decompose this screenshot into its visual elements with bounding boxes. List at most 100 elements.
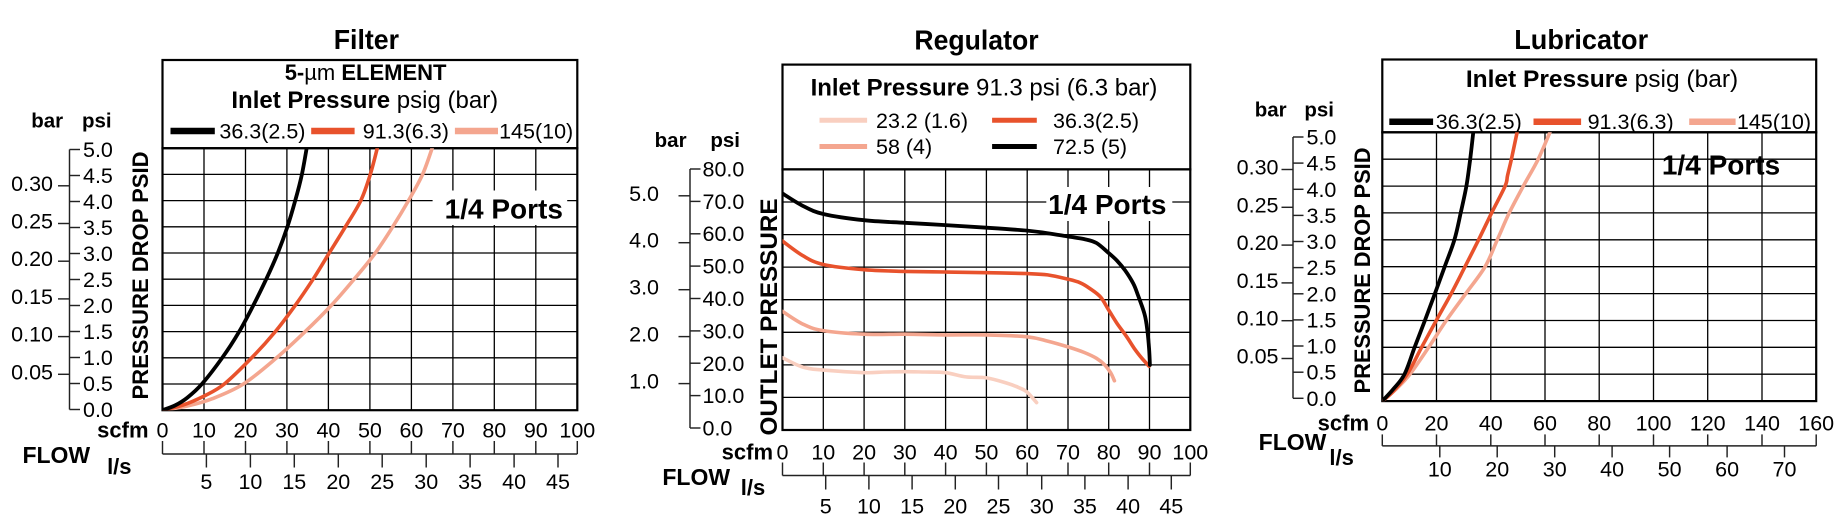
svg-text:5: 5 (200, 470, 212, 494)
svg-text:30: 30 (893, 441, 917, 465)
svg-text:10: 10 (857, 495, 881, 519)
svg-text:2.0: 2.0 (83, 294, 113, 318)
svg-text:15: 15 (900, 495, 924, 519)
svg-text:50: 50 (974, 441, 998, 465)
svg-text:0.25: 0.25 (1237, 193, 1279, 217)
svg-text:80: 80 (1587, 412, 1611, 436)
svg-text:160: 160 (1798, 412, 1834, 436)
svg-text:45: 45 (1159, 495, 1183, 519)
svg-text:40: 40 (1600, 458, 1624, 482)
svg-text:40: 40 (316, 419, 340, 443)
svg-text:Filter: Filter (334, 24, 399, 55)
svg-text:60.0: 60.0 (703, 222, 745, 246)
svg-text:5.0: 5.0 (1307, 126, 1337, 150)
svg-text:5.0: 5.0 (629, 182, 659, 206)
svg-text:psi: psi (1304, 99, 1334, 122)
svg-text:4.0: 4.0 (629, 229, 659, 253)
svg-text:30: 30 (1543, 458, 1567, 482)
svg-text:5-µm ELEMENT: 5-µm ELEMENT (285, 60, 447, 85)
svg-text:3.5: 3.5 (83, 216, 113, 240)
svg-text:scfm: scfm (722, 440, 773, 465)
svg-text:FLOW: FLOW (1259, 429, 1327, 455)
svg-text:70: 70 (1773, 458, 1797, 482)
svg-text:58 (4): 58 (4) (876, 135, 932, 159)
svg-text:0.15: 0.15 (11, 285, 53, 309)
svg-text:70: 70 (441, 419, 465, 443)
svg-text:5.0: 5.0 (83, 138, 113, 162)
svg-text:bar: bar (31, 110, 63, 133)
svg-text:91.3(6.3): 91.3(6.3) (1588, 110, 1674, 134)
svg-text:2.5: 2.5 (83, 268, 113, 292)
svg-text:80.0: 80.0 (703, 158, 745, 182)
svg-text:0.0: 0.0 (83, 398, 113, 422)
svg-text:20: 20 (1425, 412, 1449, 436)
svg-text:20: 20 (1485, 458, 1509, 482)
svg-text:40.0: 40.0 (703, 287, 745, 311)
svg-text:90: 90 (1138, 441, 1162, 465)
svg-text:30.0: 30.0 (703, 319, 745, 343)
svg-text:36.3(2.5): 36.3(2.5) (1436, 110, 1522, 134)
svg-text:20: 20 (234, 419, 258, 443)
svg-text:scfm: scfm (97, 418, 148, 443)
svg-text:145(10): 145(10) (499, 120, 573, 144)
svg-text:40: 40 (934, 441, 958, 465)
svg-text:0.5: 0.5 (83, 372, 113, 396)
svg-text:20: 20 (852, 441, 876, 465)
svg-text:l/s: l/s (107, 454, 131, 479)
svg-text:20: 20 (943, 495, 967, 519)
svg-text:1.0: 1.0 (83, 346, 113, 370)
svg-text:50.0: 50.0 (703, 255, 745, 279)
svg-text:0.5: 0.5 (1307, 361, 1337, 385)
svg-text:Inlet Pressure psig (bar): Inlet Pressure psig (bar) (1466, 66, 1738, 93)
svg-text:60: 60 (399, 419, 423, 443)
svg-text:2.5: 2.5 (1307, 256, 1337, 280)
svg-text:30: 30 (275, 419, 299, 443)
svg-text:PRESSURE DROP PSID: PRESSURE DROP PSID (1350, 148, 1375, 394)
svg-text:10: 10 (1428, 458, 1452, 482)
svg-text:4.5: 4.5 (1307, 152, 1337, 176)
svg-text:l/s: l/s (1329, 445, 1353, 470)
svg-text:Inlet Pressure psig (bar): Inlet Pressure psig (bar) (231, 87, 498, 114)
svg-text:60: 60 (1533, 412, 1557, 436)
svg-text:10: 10 (238, 470, 262, 494)
svg-text:0: 0 (777, 441, 789, 465)
svg-text:0.10: 0.10 (11, 323, 53, 347)
svg-text:100: 100 (1636, 412, 1672, 436)
svg-text:bar: bar (1255, 99, 1287, 122)
svg-text:0.20: 0.20 (1237, 231, 1279, 255)
svg-text:1/4 Ports: 1/4 Ports (1662, 150, 1780, 181)
svg-text:91.3(6.3): 91.3(6.3) (363, 120, 449, 144)
svg-text:40: 40 (502, 470, 526, 494)
svg-text:2.0: 2.0 (629, 323, 659, 347)
svg-text:100: 100 (1172, 441, 1208, 465)
svg-text:145(10): 145(10) (1737, 110, 1811, 134)
svg-text:0.05: 0.05 (11, 360, 53, 384)
svg-text:PRESSURE DROP PSID: PRESSURE DROP PSID (128, 152, 153, 400)
svg-text:30: 30 (1030, 495, 1054, 519)
svg-text:80: 80 (482, 419, 506, 443)
svg-text:1/4 Ports: 1/4 Ports (445, 194, 563, 225)
svg-text:Regulator: Regulator (914, 24, 1038, 55)
svg-text:0.15: 0.15 (1237, 269, 1279, 293)
svg-text:100: 100 (559, 419, 595, 443)
svg-text:0.0: 0.0 (1307, 387, 1337, 411)
svg-text:0.10: 0.10 (1237, 307, 1279, 331)
svg-text:5: 5 (820, 495, 832, 519)
svg-text:4.0: 4.0 (83, 190, 113, 214)
svg-text:Lubricator: Lubricator (1514, 24, 1648, 55)
svg-text:36.3(2.5): 36.3(2.5) (1053, 109, 1139, 133)
svg-text:70.0: 70.0 (703, 190, 745, 214)
svg-text:0.25: 0.25 (11, 210, 53, 234)
svg-text:72.5 (5): 72.5 (5) (1053, 135, 1127, 159)
svg-text:10: 10 (811, 441, 835, 465)
svg-text:0.05: 0.05 (1237, 345, 1279, 369)
svg-text:10: 10 (192, 419, 216, 443)
svg-text:120: 120 (1690, 412, 1726, 436)
svg-text:psi: psi (82, 110, 112, 133)
svg-text:40: 40 (1116, 495, 1140, 519)
svg-text:1.0: 1.0 (629, 370, 659, 394)
svg-text:15: 15 (282, 470, 306, 494)
svg-text:2.0: 2.0 (1307, 282, 1337, 306)
svg-text:23.2 (1.6): 23.2 (1.6) (876, 109, 968, 133)
svg-text:70: 70 (1056, 441, 1080, 465)
